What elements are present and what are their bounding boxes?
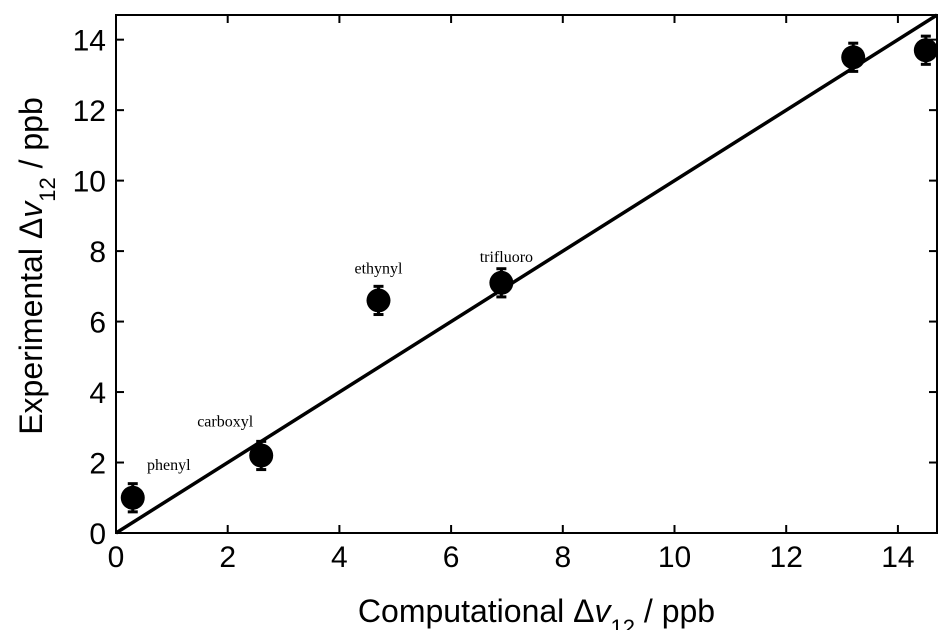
data-point: [120, 482, 145, 514]
y-tick-label: 4: [89, 377, 106, 410]
y-tick-label: 6: [89, 307, 106, 340]
point-marker: [841, 45, 866, 70]
y-axis-title: Experimental Δv12 / ppb: [13, 97, 60, 435]
point-marker: [120, 485, 145, 510]
y-tick-label: 14: [73, 25, 106, 58]
axis-title-subscript: 12: [35, 177, 60, 201]
fit-line: [115, 13, 938, 535]
data-point: [249, 439, 274, 472]
y-tick-label: 0: [89, 518, 106, 551]
fit-line-group: [115, 13, 938, 535]
point-label: ethynyl: [354, 260, 403, 277]
x-tick-label: 4: [331, 541, 348, 574]
data-point: [841, 41, 866, 73]
point-marker: [913, 38, 938, 63]
axis-title-subscript: 12: [611, 615, 635, 630]
point-marker: [489, 270, 514, 295]
x-tick-label: 10: [658, 541, 691, 574]
axis-title-prefix: Experimental Δ: [13, 218, 49, 435]
x-tick-label: 14: [881, 541, 914, 574]
data-point: [366, 284, 391, 317]
x-tick-label: 6: [443, 541, 460, 574]
axis-ticks: 0 2 4 6 8 10 12 14 0 2 4 6 8 10 12 14: [73, 15, 937, 574]
x-tick-label: 2: [219, 541, 236, 574]
point-label: phenyl: [147, 457, 191, 474]
axis-title-variable: v: [13, 200, 49, 218]
data-point: [489, 267, 514, 299]
point-marker: [366, 288, 391, 313]
x-axis-title: Computational Δv12 / ppb: [358, 593, 715, 630]
plot-frame: [115, 14, 938, 534]
y-tick-label: 8: [89, 236, 106, 269]
point-annotations: phenyl carboxyl ethynyl trifluoro: [147, 249, 533, 474]
axis-title-prefix: Computational Δ: [358, 593, 595, 629]
y-tick-label: 10: [73, 166, 106, 199]
axis-title-suffix: / ppb: [13, 97, 49, 177]
point-label: carboxyl: [197, 413, 254, 430]
point-label: trifluoro: [480, 249, 533, 266]
x-tick-label: 0: [108, 541, 125, 574]
y-tick-label: 2: [89, 448, 106, 481]
data-point: [913, 34, 938, 66]
point-marker: [249, 443, 274, 468]
plot-border: [115, 14, 938, 534]
x-tick-label: 8: [554, 541, 571, 574]
data-points: [120, 34, 938, 514]
axis-title-variable: v: [595, 593, 613, 629]
x-tick-label: 12: [770, 541, 803, 574]
y-tick-label: 12: [73, 95, 106, 128]
axis-title-suffix: / ppb: [635, 593, 715, 629]
